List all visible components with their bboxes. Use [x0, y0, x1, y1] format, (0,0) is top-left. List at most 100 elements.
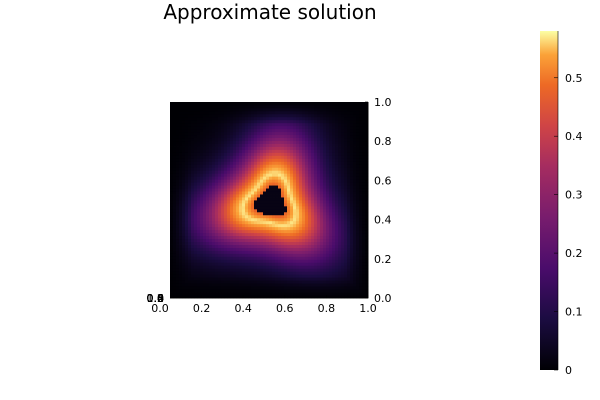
heatmap-cell — [335, 271, 339, 275]
heatmap-cell — [284, 205, 288, 210]
heatmap-cell — [341, 107, 345, 112]
heatmap-cell — [188, 140, 192, 144]
heatmap-cell — [302, 262, 306, 266]
heatmap-cell — [335, 238, 339, 242]
heatmap-cell — [314, 137, 318, 142]
heatmap-cell — [356, 107, 360, 112]
heatmap-cell — [272, 170, 276, 174]
heatmap-cell — [248, 134, 252, 139]
heatmap-cell — [293, 102, 297, 106]
heatmap-cell — [209, 188, 213, 192]
heatmap-cell — [221, 280, 225, 284]
heatmap-cell — [263, 229, 267, 234]
heatmap-cell — [200, 179, 204, 183]
heatmap-cell — [203, 119, 207, 124]
heatmap-cell — [200, 286, 204, 290]
heatmap-cell — [353, 113, 357, 118]
heatmap-cell — [206, 152, 210, 156]
heatmap-cell — [257, 185, 261, 189]
corner-label: 0.4 — [147, 292, 165, 305]
heatmap-cell — [197, 244, 201, 248]
heatmap-cell — [365, 113, 369, 118]
heatmap-cell — [308, 280, 312, 284]
heatmap-cell — [251, 292, 255, 296]
heatmap-cell — [254, 102, 258, 106]
heatmap-cell — [215, 191, 219, 195]
heatmap-cell — [278, 194, 282, 198]
heatmap-cell — [236, 283, 240, 287]
heatmap-cell — [188, 295, 192, 299]
heatmap-cell — [293, 140, 297, 144]
heatmap-cell — [275, 214, 279, 219]
heatmap-cell — [365, 244, 369, 248]
heatmap-cell — [281, 211, 285, 216]
heatmap-cell — [236, 134, 240, 139]
heatmap-cell — [206, 289, 210, 293]
heatmap-cell — [278, 211, 282, 216]
heatmap-cell — [281, 200, 285, 204]
heatmap-cell — [185, 268, 189, 272]
heatmap-cell — [275, 197, 279, 201]
heatmap-cell — [185, 152, 189, 156]
heatmap-cell — [329, 182, 333, 186]
heatmap-cell — [176, 134, 180, 139]
heatmap-cell — [242, 295, 246, 299]
heatmap-cell — [170, 289, 174, 293]
heatmap-cell — [353, 292, 357, 296]
heatmap-cell — [320, 223, 324, 228]
heatmap-cell — [344, 214, 348, 219]
heatmap-cell — [209, 191, 213, 195]
heatmap-cell — [179, 149, 183, 153]
heatmap-cell — [221, 104, 225, 109]
heatmap-cell — [326, 110, 330, 115]
heatmap-cell — [311, 200, 315, 204]
heatmap-cell — [185, 197, 189, 201]
heatmap-cell — [176, 250, 180, 254]
heatmap-cell — [227, 167, 231, 171]
heatmap-cell — [179, 107, 183, 112]
heatmap-cell — [263, 205, 267, 210]
heatmap-cell — [176, 277, 180, 281]
heatmap-cell — [230, 220, 234, 225]
heatmap-cell — [287, 253, 291, 257]
heatmap-cell — [230, 232, 234, 237]
heatmap-cell — [338, 134, 342, 139]
heatmap-cell — [209, 211, 213, 216]
heatmap-cell — [197, 164, 201, 168]
heatmap-cell — [317, 152, 321, 156]
heatmap-cell — [302, 113, 306, 118]
heatmap-cell — [230, 188, 234, 192]
heatmap-cell — [353, 277, 357, 281]
heatmap-cell — [212, 125, 216, 130]
heatmap-cell — [329, 289, 333, 293]
heatmap-cell — [311, 179, 315, 183]
heatmap-cell — [275, 232, 279, 237]
heatmap-cell — [188, 211, 192, 216]
heatmap-cell — [263, 247, 267, 251]
heatmap-cell — [314, 259, 318, 263]
heatmap-cell — [326, 217, 330, 222]
heatmap-cell — [200, 185, 204, 189]
heatmap-cell — [251, 167, 255, 171]
heatmap-cell — [332, 140, 336, 144]
heatmap-cell — [296, 247, 300, 251]
heatmap-cell — [338, 161, 342, 165]
heatmap-cell — [284, 167, 288, 171]
heatmap-cell — [335, 274, 339, 278]
heatmap-cell — [305, 110, 309, 115]
heatmap-cell — [188, 164, 192, 168]
heatmap-cell — [320, 185, 324, 189]
heatmap-cell — [314, 161, 318, 165]
heatmap-cell — [221, 208, 225, 213]
heatmap-cell — [350, 110, 354, 115]
heatmap-cell — [224, 295, 228, 299]
heatmap-cell — [284, 253, 288, 257]
heatmap-cell — [194, 152, 198, 156]
heatmap-cell — [254, 247, 258, 251]
heatmap-cell — [260, 277, 264, 281]
heatmap-cell — [203, 116, 207, 121]
heatmap-cell — [218, 131, 222, 136]
heatmap-cell — [281, 295, 285, 299]
heatmap-cell — [251, 146, 255, 150]
heatmap-cell — [257, 280, 261, 284]
